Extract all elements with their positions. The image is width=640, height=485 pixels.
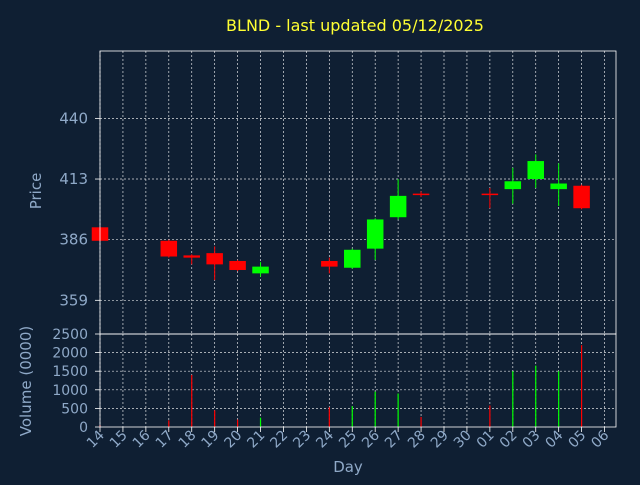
candle-body [344, 249, 361, 268]
candle-body [550, 183, 567, 190]
x-tick-label: 01 [474, 428, 498, 452]
candle-body [183, 255, 200, 258]
price-tick-label: 386 [59, 231, 88, 249]
volume-tick-label: 0 [79, 420, 88, 436]
volume-tick-label: 1000 [52, 383, 88, 399]
candle-body [252, 266, 269, 274]
candles [91, 154, 590, 281]
price-tick-labels: 359 386 413 440 [59, 109, 100, 309]
candle-body [527, 161, 544, 180]
x-tick-label: 15 [107, 428, 131, 452]
volume-axis-label: Volume (0000) [17, 326, 35, 436]
x-tick-label: 19 [199, 428, 223, 452]
x-tick-label: 23 [290, 428, 314, 452]
x-tick-label: 26 [359, 427, 383, 451]
x-tick-label: 06 [588, 427, 612, 451]
price-panel-frame [99, 50, 617, 335]
x-tick-labels: 14 15 16 17 18 19 20 21 22 23 24 25 26 27 28 29 30 01 02 03… [84, 427, 612, 452]
x-tick-label: 02 [497, 428, 521, 452]
volume-tick-label: 1500 [52, 364, 88, 380]
x-tick-label: 22 [267, 428, 291, 452]
candle-body [229, 261, 246, 270]
price-tick-label: 359 [59, 291, 88, 309]
candle-body [321, 261, 338, 267]
volume-tick-labels: 0 500 1000 1500 2000 2500 [52, 327, 100, 436]
x-tick-label: 17 [153, 428, 177, 452]
x-tick-label: 20 [222, 428, 246, 452]
x-tick-label: 25 [336, 428, 360, 452]
x-tick-label: 30 [451, 428, 475, 452]
price-tick-label: 440 [59, 109, 88, 127]
price-axis-label: Price [27, 173, 45, 210]
candle-body [389, 195, 407, 218]
x-tick-label: 27 [382, 428, 406, 452]
x-tick-label: 29 [428, 428, 452, 452]
volume-tick-label: 2000 [52, 346, 88, 362]
x-tick-label: 03 [520, 428, 544, 452]
candle-body [206, 253, 223, 265]
x-tick-label: 28 [405, 428, 429, 452]
x-tick-label: 04 [543, 427, 567, 451]
price-gridlines [99, 51, 616, 334]
candle-body [160, 240, 178, 257]
x-tick-label: 18 [176, 428, 200, 452]
candle-body [573, 185, 590, 209]
volume-gridlines [99, 334, 616, 427]
chart-title: BLND - last updated 05/12/2025 [226, 16, 484, 35]
volume-bars [99, 345, 583, 427]
volume-tick-label: 500 [61, 401, 88, 417]
price-tick-label: 413 [59, 170, 88, 188]
candle-body [412, 193, 430, 196]
candle-body [481, 193, 499, 196]
x-axis-label: Day [333, 458, 363, 476]
candle-body [366, 219, 384, 249]
x-tick-label: 21 [244, 428, 268, 452]
volume-tick-label: 2500 [52, 327, 88, 343]
x-tick-label: 05 [566, 428, 590, 452]
x-tick-label: 16 [130, 427, 154, 451]
volume-panel-frame [99, 333, 617, 428]
candle-body [504, 181, 522, 190]
x-tick-label: 24 [313, 427, 337, 451]
